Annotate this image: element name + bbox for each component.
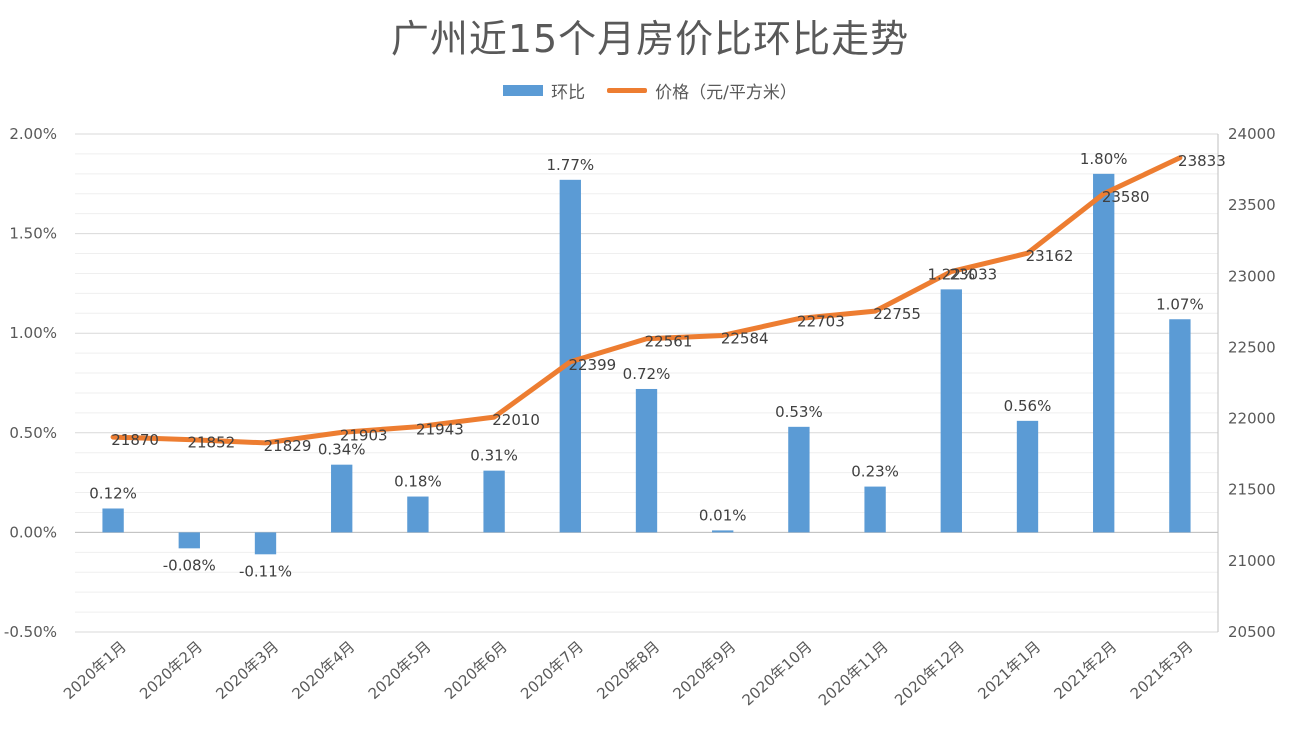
y-left-tick-label: 0.50% [9, 424, 57, 442]
bar [483, 470, 505, 533]
bar-data-label: 0.31% [470, 447, 518, 465]
bar-data-label: 0.12% [89, 484, 137, 502]
line-data-label: 23162 [1026, 247, 1074, 265]
line-data-label: 21829 [264, 437, 312, 455]
y-left-tick-label: 0.00% [9, 523, 57, 541]
x-tick-label: 2020年7月 [517, 638, 587, 703]
bar [559, 179, 581, 533]
x-tick-label: 2020年3月 [212, 638, 282, 703]
bar [254, 532, 277, 555]
line-data-label: 22703 [797, 313, 845, 331]
y-left-tick-label: 2.00% [9, 125, 57, 143]
bar [407, 496, 429, 533]
line-data-label: 22010 [492, 411, 540, 429]
y-right-tick-label: 23500 [1228, 196, 1276, 214]
bar [1093, 173, 1115, 533]
bar [635, 388, 658, 533]
bar-data-label: 0.56% [1004, 397, 1052, 415]
x-tick-label: 2021年1月 [974, 638, 1044, 703]
x-tick-label: 2020年6月 [441, 638, 511, 703]
line-data-label: 22755 [873, 305, 921, 323]
x-tick-label: 2020年10月 [739, 638, 816, 710]
x-tick-label: 2020年2月 [136, 638, 206, 703]
bar-data-label: 1.22% [927, 265, 975, 283]
chart-legend: 环比 价格（元/平方米） [0, 78, 1300, 103]
y-right-tick-label: 20500 [1228, 623, 1276, 641]
line-data-label: 23833 [1178, 152, 1226, 170]
bar [1169, 319, 1191, 533]
x-tick-label: 2020年9月 [670, 638, 740, 703]
y-right-tick-label: 22000 [1228, 410, 1276, 428]
x-tick-label: 2020年12月 [891, 638, 968, 710]
legend-item-bar: 环比 [503, 78, 585, 103]
line-data-label: 21903 [340, 426, 388, 444]
bar-data-label: 1.77% [546, 156, 594, 174]
bar-data-label: 0.53% [775, 403, 823, 421]
bar [331, 464, 353, 533]
line-data-label: 21943 [416, 421, 464, 439]
bar [102, 508, 124, 533]
line-data-label: 23033 [949, 266, 997, 284]
bar [788, 426, 810, 533]
line-data-label: 22561 [645, 333, 693, 351]
y-left-tick-label: 1.00% [9, 324, 57, 342]
bar-data-label: 1.07% [1156, 295, 1204, 313]
chart-title: 广州近15个月房价比环比走势 [390, 17, 910, 61]
x-tick-label: 2020年1月 [60, 638, 130, 703]
y-left-tick-label: -0.50% [4, 623, 57, 641]
bar-data-label: 0.23% [851, 463, 899, 481]
x-tick-label: 2020年8月 [593, 638, 663, 703]
bar-data-label: 1.80% [1080, 150, 1128, 168]
y-right-tick-label: 21000 [1228, 552, 1276, 570]
x-tick-label: 2020年5月 [365, 638, 435, 703]
bar-data-label: 0.01% [699, 506, 747, 524]
line-data-label: 21870 [111, 431, 159, 449]
line-data-label: 22584 [721, 329, 769, 347]
bar-data-label: 0.72% [623, 365, 671, 383]
bar-data-label: -0.08% [163, 556, 216, 574]
line-data-label: 23580 [1102, 188, 1150, 206]
legend-item-line: 价格（元/平方米） [607, 78, 797, 103]
x-tick-label: 2021年3月 [1127, 638, 1197, 703]
bar [1016, 420, 1039, 533]
legend-label-bar: 环比 [551, 83, 586, 103]
line-data-label: 21852 [187, 434, 235, 452]
bar-data-label: -0.11% [239, 562, 292, 580]
y-right-tick-label: 23000 [1228, 267, 1276, 285]
x-tick-label: 2020年11月 [815, 638, 892, 710]
price-line [110, 155, 1183, 446]
legend-swatch-bar [503, 85, 544, 96]
bar [712, 530, 734, 533]
bar-data-label: 0.18% [394, 473, 442, 491]
bar-data-label: 0.34% [318, 441, 366, 459]
y-right-tick-label: 21500 [1228, 481, 1276, 499]
y-right-tick-label: 24000 [1228, 125, 1276, 143]
legend-label-line: 价格（元/平方米） [655, 83, 797, 103]
bar [178, 532, 200, 549]
x-tick-label: 2021年2月 [1051, 638, 1121, 703]
y-right-tick-label: 22500 [1228, 338, 1276, 356]
x-tick-label: 2020年4月 [289, 638, 359, 703]
y-left-tick-label: 1.50% [9, 225, 57, 243]
bar [864, 486, 886, 533]
line-data-label: 22399 [568, 356, 616, 374]
legend-swatch-line [607, 88, 648, 93]
bar [940, 289, 962, 533]
